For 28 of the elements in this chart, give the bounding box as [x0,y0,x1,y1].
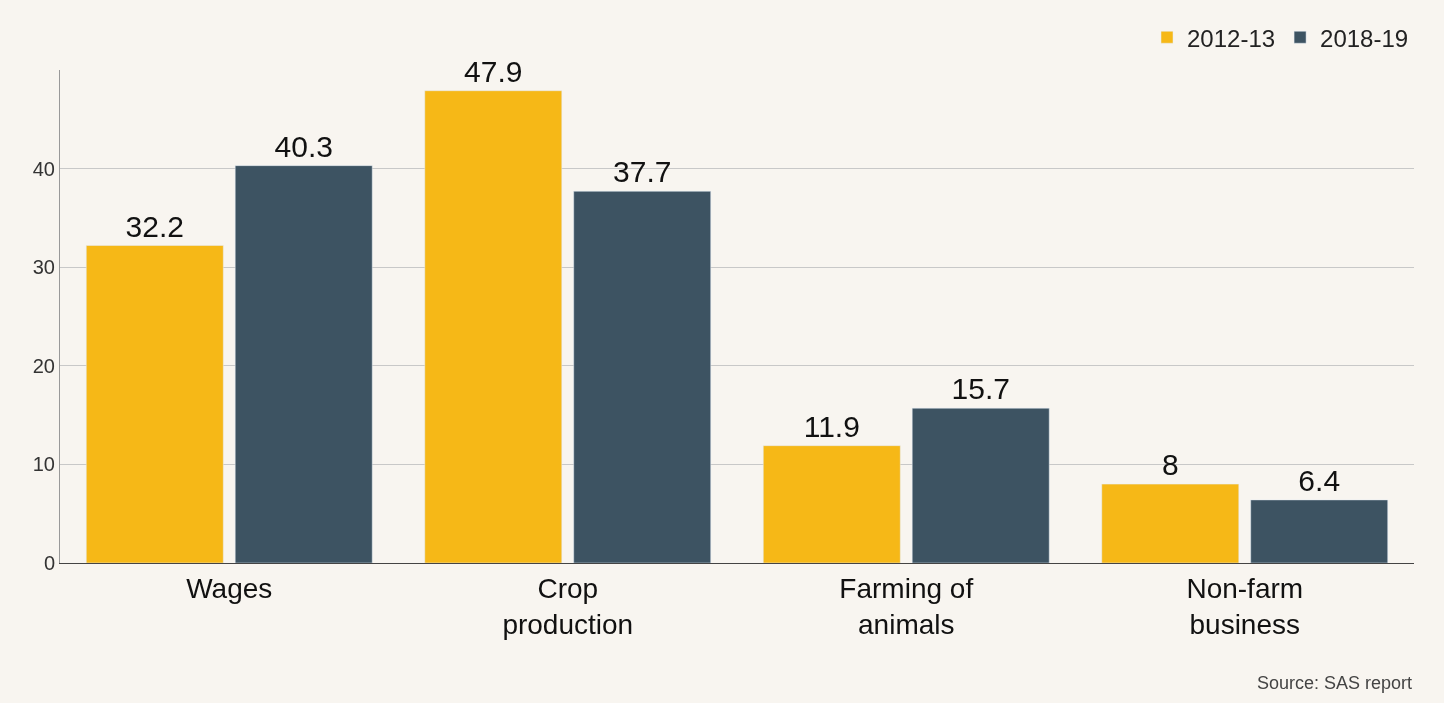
x-tick-label: Farming of animals [839,572,974,640]
data-label: 32.2 [125,209,184,243]
data-label: 8 [1161,448,1179,482]
x-tick-label: Crop production [502,572,634,640]
data-label: 15.7 [951,372,1010,406]
bar [86,245,224,563]
data-label: 40.3 [274,129,333,163]
data-label: 6.4 [1298,463,1341,497]
bar [1101,483,1240,563]
y-tick-label: 0 [43,552,55,574]
y-tick-label: 30 [32,256,55,279]
legend-label: 2012-13 [1187,24,1276,52]
x-tick-label: Non-farm business [1186,572,1304,640]
y-tick-label: 20 [32,354,55,377]
bar [1250,499,1388,563]
bar [763,445,901,563]
y-tick-label: 10 [32,453,55,476]
x-tick-label: Wages [186,572,273,604]
bar [911,407,1050,563]
data-label: 47.9 [464,54,523,88]
bar [573,191,711,563]
y-tick-label: 40 [32,157,55,180]
legend-label: 2018-19 [1320,24,1409,52]
source-note: Source: SAS report [1257,673,1413,693]
data-label: 37.7 [613,155,672,189]
bar [234,165,373,563]
bar [424,90,563,563]
data-label: 11.9 [803,409,860,443]
